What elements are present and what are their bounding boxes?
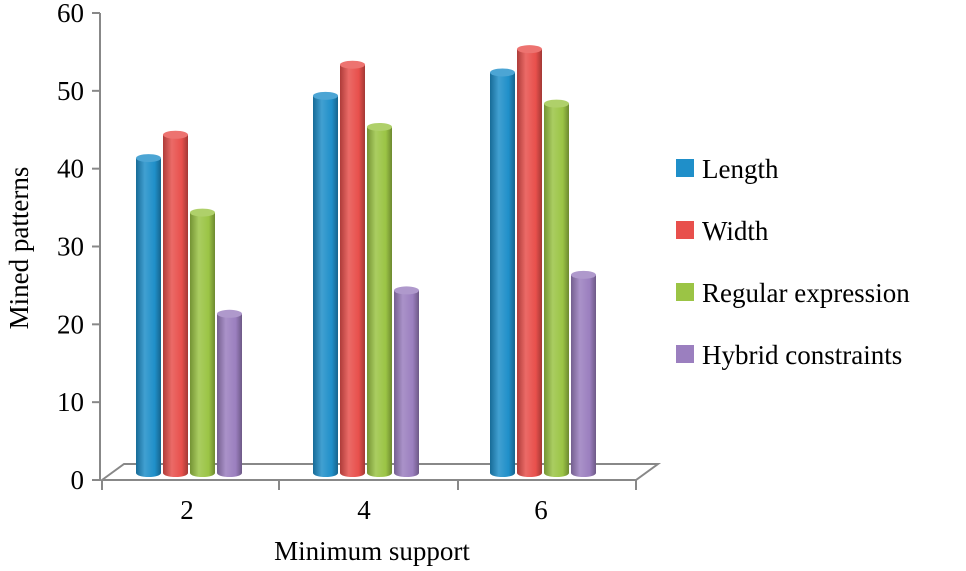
bar-top (544, 99, 569, 108)
bar (163, 130, 188, 477)
bar (490, 68, 515, 477)
bar-top (394, 286, 419, 295)
bar-top (313, 91, 338, 100)
legend-label: Width (702, 216, 769, 246)
x-tick-label: 4 (357, 495, 371, 525)
y-tick-label: 10 (57, 387, 84, 417)
legend-swatch (676, 345, 694, 363)
bar (517, 45, 542, 478)
bar (367, 122, 392, 477)
bar-body (517, 49, 542, 478)
bar-top (190, 208, 215, 217)
bar-top (517, 45, 542, 54)
y-tick-label: 40 (57, 154, 84, 184)
bar-top (136, 154, 161, 163)
legend-item: Length (676, 154, 779, 184)
y-tick-label: 60 (57, 0, 84, 28)
bar (340, 60, 365, 477)
legend-swatch (676, 283, 694, 301)
legend-swatch (676, 221, 694, 239)
legend-item: Regular expression (676, 278, 910, 308)
bar-body (394, 290, 419, 477)
legend-label: Length (702, 154, 779, 184)
y-tick-label: 30 (57, 232, 84, 262)
bar (313, 91, 338, 477)
bar-top (367, 122, 392, 131)
bar (571, 270, 596, 477)
bar-body (217, 313, 242, 477)
bar-body (163, 134, 188, 477)
bars (136, 45, 596, 478)
y-axis-title: Mined patterns (4, 167, 34, 330)
bar-body (340, 64, 365, 477)
legend-label: Regular expression (702, 278, 910, 308)
bar (544, 99, 569, 477)
y-tick-label: 20 (57, 309, 84, 339)
bar-body (367, 126, 392, 477)
bar (136, 154, 161, 477)
y-tick-label: 50 (57, 76, 84, 106)
bar-top (490, 68, 515, 77)
x-axis-title: Minimum support (274, 536, 470, 566)
bar-body (571, 274, 596, 477)
bar (394, 286, 419, 477)
x-tick-label: 6 (534, 495, 548, 525)
bar-body (544, 103, 569, 477)
legend-item: Hybrid constraints (676, 340, 902, 370)
bar-body (136, 158, 161, 477)
x-tick-label: 2 (180, 495, 194, 525)
axes: 0 10 20 30 40 50 60 2 4 6 (57, 0, 637, 525)
bar (190, 208, 215, 477)
bar-top (163, 130, 188, 139)
bar-top (217, 309, 242, 318)
bar (217, 309, 242, 477)
bar-body (313, 95, 338, 477)
legend-label: Hybrid constraints (702, 340, 902, 370)
bar-top (340, 60, 365, 69)
legend-item: Width (676, 216, 769, 246)
bar-body (190, 212, 215, 477)
y-tick-label: 0 (71, 465, 85, 495)
bar-body (490, 72, 515, 477)
bar-top (571, 270, 596, 279)
legend-swatch (676, 159, 694, 177)
legend: Length Width Regular expression Hybrid cons… (676, 154, 910, 370)
